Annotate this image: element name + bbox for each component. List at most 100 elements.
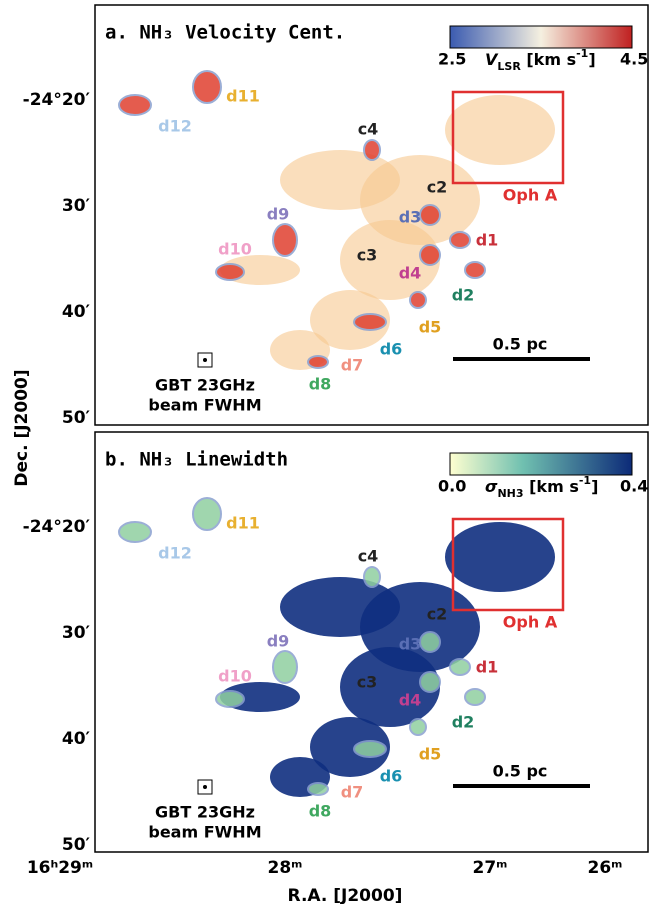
dense-core (419, 244, 441, 266)
y-tick-label: -24°20′ (23, 517, 91, 537)
region-label: c4 (358, 547, 379, 566)
dense-core (409, 718, 427, 736)
colorbar-label-part: [km s (524, 477, 579, 496)
region-label: d8 (309, 802, 332, 821)
region-label: GBT 23GHz (155, 803, 255, 822)
region-label: d12 (158, 544, 192, 563)
region-label: beam FWHM (148, 823, 261, 842)
region-label: c3 (357, 673, 378, 692)
beam-box (197, 352, 213, 368)
x-tick-label: 16ʰ29ᵐ (27, 858, 93, 878)
dense-core (353, 740, 387, 758)
region-label: d6 (380, 340, 403, 359)
region-label: d8 (309, 375, 332, 394)
region-label: c3 (357, 246, 378, 265)
region-label: c4 (358, 120, 379, 139)
colorbar-max: 0.4 (620, 477, 648, 496)
colorbar-max: 4.5 (620, 50, 648, 69)
region-label: d2 (452, 286, 475, 305)
dense-core (464, 261, 486, 279)
colorbar-label: σNH3 [km s-1] (485, 474, 598, 500)
emission-region (445, 95, 555, 165)
region-label: d7 (341, 356, 364, 375)
panel-frame (94, 4, 649, 426)
region-label: d6 (380, 767, 403, 786)
oph-a-box (451, 517, 565, 612)
y-tick-label: 40′ (62, 302, 91, 322)
dense-core (307, 782, 329, 796)
region-label: d3 (399, 635, 422, 654)
dense-core (353, 313, 387, 331)
panel-frame (94, 431, 649, 853)
y-tick-label: 30′ (62, 623, 91, 643)
x-axis-title: R.A. [J2000] (288, 886, 403, 904)
dense-core (192, 70, 222, 104)
region-label: d9 (267, 205, 290, 224)
dense-core (409, 291, 427, 309)
region-label: d4 (399, 264, 422, 283)
region-label: d11 (226, 514, 260, 533)
x-tick-label: 26ᵐ (588, 858, 623, 878)
beam (203, 358, 207, 362)
region-label: d10 (218, 240, 252, 259)
colorbar-label-part: [km s (521, 50, 576, 69)
dense-core (215, 263, 245, 281)
region-label: d1 (476, 658, 499, 677)
region-label: d3 (399, 208, 422, 227)
panel-title: b. NH₃ Linewidth (105, 449, 288, 471)
colorbar-label-part: -1 (576, 47, 588, 60)
y-tick-label: 50′ (62, 835, 91, 855)
colorbar-label-part: ] (591, 477, 598, 496)
region-label: d12 (158, 117, 192, 136)
y-tick-label: 50′ (62, 408, 91, 428)
emission-region (310, 717, 390, 777)
region-label: c2 (427, 605, 448, 624)
dense-core (363, 566, 381, 588)
region-label: Oph A (503, 186, 558, 205)
dense-core (449, 658, 471, 676)
region-label: d5 (419, 745, 442, 764)
colorbar (449, 25, 633, 49)
region-label: beam FWHM (148, 396, 261, 415)
emission-region (340, 647, 440, 727)
y-tick-label: 30′ (62, 196, 91, 216)
region-label: 0.5 pc (493, 335, 548, 354)
colorbar-label-part: ] (588, 50, 595, 69)
region-label: d7 (341, 783, 364, 802)
emission-region (310, 290, 390, 350)
colorbar-label-part: -1 (579, 474, 591, 487)
colorbar-min: 0.0 (438, 477, 466, 496)
y-axis-title: Dec. [J2000] (12, 369, 32, 486)
colorbar-label: VLSR [km s-1] (485, 47, 596, 73)
dense-core (118, 521, 152, 543)
oph-a-box (451, 90, 565, 185)
region-label: Oph A (503, 613, 558, 632)
dense-core (272, 223, 298, 257)
region-label: d5 (419, 318, 442, 337)
region-label: d11 (226, 87, 260, 106)
dense-core (419, 204, 441, 226)
dense-core (307, 355, 329, 369)
emission-region (445, 522, 555, 592)
region-label: c2 (427, 178, 448, 197)
dense-core (215, 690, 245, 708)
region-label: GBT 23GHz (155, 376, 255, 395)
dense-core (192, 497, 222, 531)
region-label: d10 (218, 667, 252, 686)
x-tick-label: 27ᵐ (473, 858, 508, 878)
y-tick-label: 40′ (62, 729, 91, 749)
region-label: d2 (452, 713, 475, 732)
region-label: d9 (267, 632, 290, 651)
emission-region (340, 220, 440, 300)
colorbar (449, 452, 633, 476)
dense-core (118, 94, 152, 116)
colorbar-label-part: LSR (497, 60, 521, 73)
panel-title: a. NH₃ Velocity Cent. (105, 22, 345, 44)
region-label: d1 (476, 231, 499, 250)
dense-core (272, 650, 298, 684)
dense-core (449, 231, 471, 249)
region-label: d4 (399, 691, 422, 710)
dense-core (419, 631, 441, 653)
y-tick-label: -24°20′ (23, 90, 91, 110)
